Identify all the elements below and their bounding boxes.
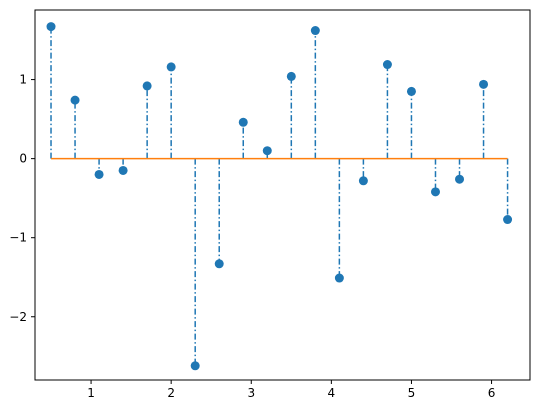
y-tick-label: 0 <box>19 152 27 166</box>
y-tick-label: −1 <box>9 231 27 245</box>
y-tick-label: −2 <box>9 310 27 324</box>
y-tick-label: 1 <box>19 73 27 87</box>
stem-marker <box>214 259 224 269</box>
x-tick-label: 3 <box>247 386 255 400</box>
stem-marker <box>286 71 296 81</box>
stem-marker <box>46 22 56 32</box>
stem-lines <box>50 26 509 366</box>
stem-marker <box>479 79 489 89</box>
stem-marker <box>310 26 320 36</box>
x-tick-label: 6 <box>488 386 496 400</box>
stem-marker <box>334 273 344 283</box>
x-tick-label: 1 <box>87 386 95 400</box>
stem-marker <box>94 169 104 179</box>
stem-marker <box>406 86 416 96</box>
y-axis-ticks: −2 −1 0 1 <box>9 73 35 324</box>
stem-marker <box>118 165 128 175</box>
stem-marker <box>238 117 248 127</box>
stem-marker <box>455 174 465 184</box>
x-tick-label: 2 <box>167 386 175 400</box>
stem-marker <box>190 361 200 371</box>
stem-marker <box>142 81 152 91</box>
x-tick-label: 5 <box>408 386 416 400</box>
stem-marker <box>503 215 513 225</box>
stem-marker <box>358 176 368 186</box>
stem-marker <box>430 187 440 197</box>
x-tick-label: 4 <box>328 386 336 400</box>
stem-marker <box>262 146 272 156</box>
stem-marker <box>70 95 80 105</box>
plot-frame <box>34 9 531 381</box>
stem-marker <box>382 60 392 70</box>
stem-markers <box>46 22 513 371</box>
stem-marker <box>166 62 176 72</box>
x-axis-ticks: 1 2 3 4 5 6 <box>87 380 495 400</box>
